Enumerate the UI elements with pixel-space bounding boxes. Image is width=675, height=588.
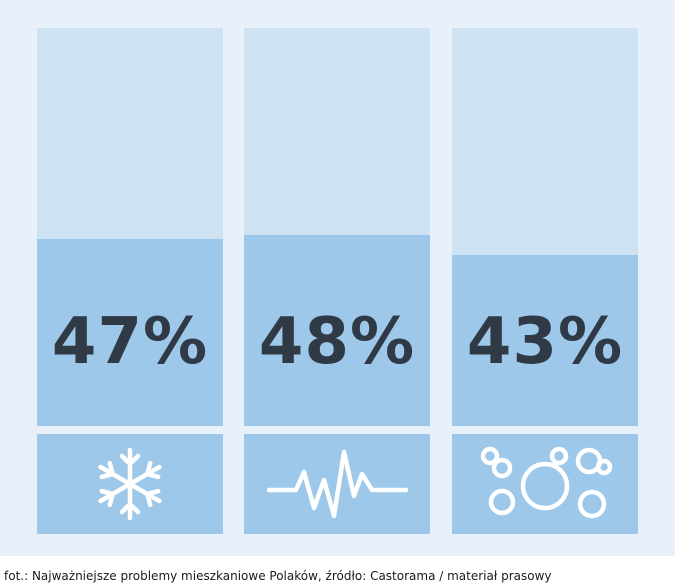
bubbles-icon — [480, 446, 613, 519]
bar-track-1 — [37, 28, 223, 426]
bar-track-3 — [452, 28, 638, 426]
waveform-icon — [266, 449, 409, 519]
value-label-1: 47% — [51, 305, 209, 379]
bar-3 — [452, 255, 638, 426]
value-label-2: 48% — [258, 305, 416, 379]
caption: fot.: Najważniejsze problemy mieszkaniow… — [4, 569, 552, 583]
bar-1 — [37, 239, 223, 426]
icon-box-1 — [37, 434, 223, 534]
icon-box-3 — [452, 434, 638, 534]
icon-box-2 — [244, 434, 430, 534]
value-label-3: 43% — [466, 305, 624, 379]
chart-panel: 47% — [0, 0, 675, 556]
bar-2 — [244, 235, 430, 426]
snowflake-icon — [98, 447, 162, 521]
bar-track-2 — [244, 28, 430, 426]
